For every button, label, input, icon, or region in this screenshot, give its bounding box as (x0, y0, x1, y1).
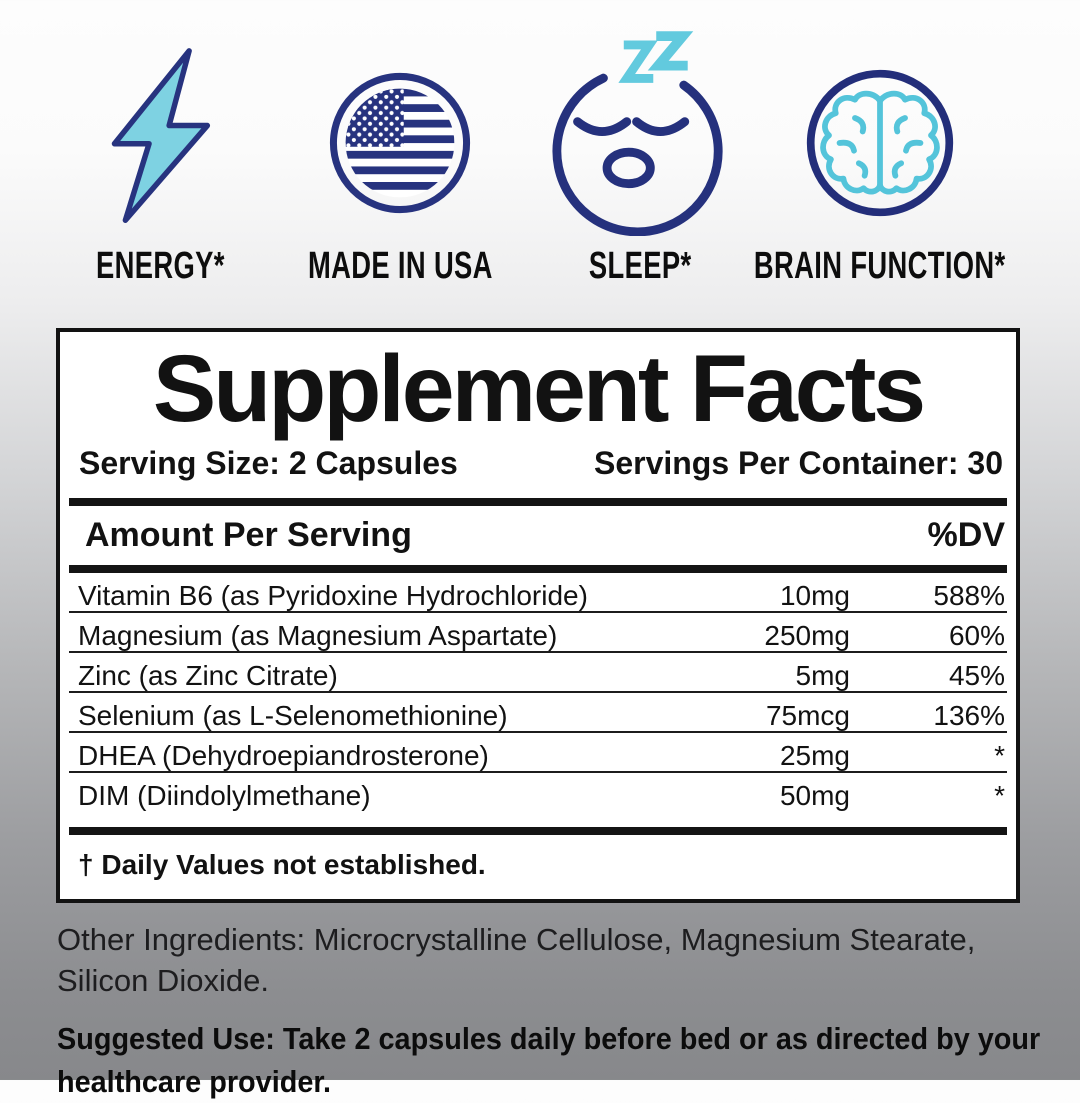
panel-title: Supplement Facts (152, 336, 926, 442)
ingredient-name: DIM (Diindolylmethane) (78, 779, 371, 811)
ingredient-amount: 10mg (779, 579, 850, 611)
thick-rule-bottom (69, 826, 1007, 835)
benefit-energy: ENERGY* (40, 22, 280, 287)
benefit-made-in-usa: MADE IN USA (280, 22, 520, 287)
lightning-icon (111, 48, 211, 223)
ingredient-row: Magnesium (as Magnesium Aspartate) 250mg… (69, 613, 1007, 653)
sleeping-face-icon (552, 31, 723, 236)
daily-values-footnote: † Daily Values not established. (78, 848, 486, 880)
made-in-usa-label: MADE IN USA (307, 245, 493, 287)
ingredient-row: DIM (Diindolylmethane) 50mg * (69, 773, 1007, 813)
ingredient-row: Selenium (as L-Selenomethionine) 75mcg 1… (69, 693, 1007, 733)
ingredient-amount: 250mg (764, 619, 850, 651)
amount-per-serving-header: Amount Per Serving (85, 515, 412, 554)
ingredient-name: DHEA (Dehydroepiandrosterone) (78, 739, 489, 771)
energy-icon-box (109, 22, 211, 236)
ingredient-row: Zinc (as Zinc Citrate) 5mg 45% (69, 653, 1007, 693)
suggested-use-line2: healthcare provider. (57, 1063, 332, 1099)
ingredient-name: Selenium (as L-Selenomethionine) (78, 699, 508, 731)
brain-icon (806, 69, 954, 217)
ingredient-dv: * (994, 779, 1005, 811)
table-header: Amount Per Serving %DV (69, 506, 1007, 565)
benefit-sleep: SLEEP* (520, 22, 760, 287)
ingredient-dv: 45% (948, 659, 1005, 691)
usa-icon-box (325, 22, 475, 236)
ingredient-name: Magnesium (as Magnesium Aspartate) (78, 619, 558, 651)
suggested-use: Suggested Use: Take 2 capsules daily bef… (57, 1018, 1041, 1103)
sleep-label: SLEEP* (588, 245, 692, 287)
ingredient-amount: 75mcg (765, 699, 850, 731)
ingredient-row: Vitamin B6 (as Pyridoxine Hydrochloride)… (69, 573, 1007, 613)
other-ingredients-line2: Silicon Dioxide. (57, 963, 269, 999)
ingredient-amount: 50mg (779, 779, 850, 811)
dv-header: %DV (927, 515, 1005, 554)
brain-icon-box (803, 22, 957, 236)
serving-info: Serving Size: 2 Capsules Servings Per Co… (69, 445, 1007, 482)
other-ingredients-line1: Other Ingredients: Microcrystalline Cell… (57, 921, 976, 957)
other-ingredients: Other Ingredients: Microcrystalline Cell… (57, 919, 1052, 1002)
benefits-row: ENERGY* (0, 0, 1080, 287)
ingredient-table: Vitamin B6 (as Pyridoxine Hydrochloride)… (69, 573, 1007, 813)
ingredient-dv: * (994, 739, 1005, 771)
usa-flag-icon (329, 72, 471, 214)
benefit-brain-function: BRAIN FUNCTION* (754, 22, 1005, 285)
serving-size: Serving Size: 2 Capsules (79, 444, 458, 481)
spacer (69, 813, 1007, 827)
supplement-facts-panel: Supplement Facts Serving Size: 2 Capsule… (56, 328, 1020, 903)
sleep-icon-box (550, 22, 730, 236)
ingredient-name: Zinc (as Zinc Citrate) (78, 659, 338, 691)
ingredient-name: Vitamin B6 (as Pyridoxine Hydrochloride) (78, 579, 588, 611)
ingredient-dv: 60% (948, 619, 1005, 651)
ingredient-amount: 25mg (779, 739, 850, 771)
energy-label: ENERGY* (95, 245, 225, 287)
ingredient-dv: 136% (933, 699, 1005, 731)
thick-rule-top (69, 497, 1007, 506)
ingredient-amount: 5mg (795, 659, 850, 691)
ingredient-dv: 588% (933, 579, 1005, 611)
thick-rule-header (69, 564, 1007, 573)
suggested-use-line1: Suggested Use: Take 2 capsules daily bef… (57, 1020, 1041, 1056)
brain-function-label: BRAIN FUNCTION* (754, 245, 1006, 287)
ingredient-row: DHEA (Dehydroepiandrosterone) 25mg * (69, 733, 1007, 773)
servings-per-container: Servings Per Container: 30 (593, 444, 1003, 481)
